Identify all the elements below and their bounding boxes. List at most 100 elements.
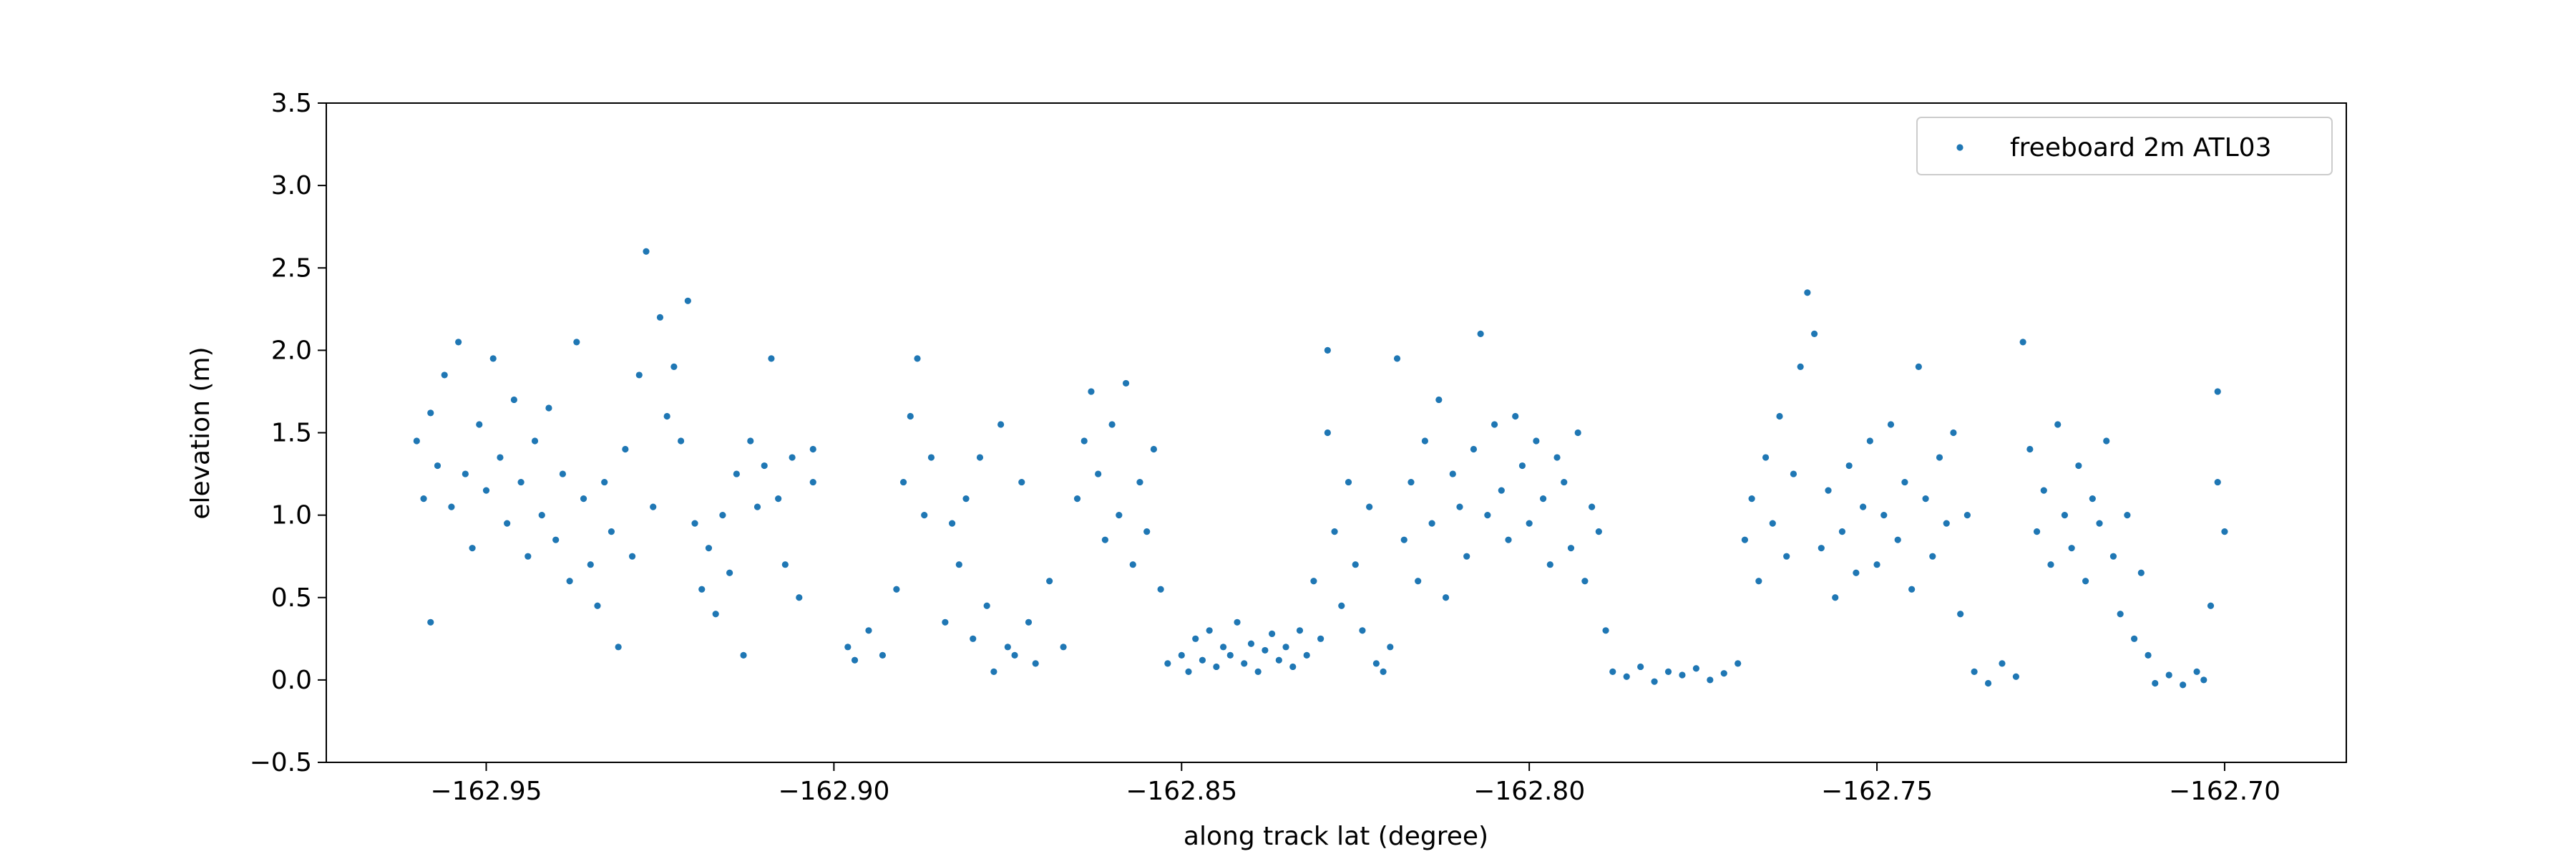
point xyxy=(1810,330,1818,337)
point xyxy=(691,520,698,527)
point xyxy=(1303,651,1310,659)
point xyxy=(1004,644,1011,651)
point xyxy=(2026,445,2034,453)
point xyxy=(1213,663,1220,671)
point xyxy=(1234,618,1241,626)
point xyxy=(2152,679,2159,687)
point xyxy=(865,627,872,634)
point xyxy=(1025,618,1033,626)
point xyxy=(489,355,497,362)
legend-box xyxy=(1916,117,2333,175)
point xyxy=(1199,656,1206,664)
point xyxy=(1157,586,1164,593)
point xyxy=(2221,528,2228,535)
point xyxy=(1108,421,1116,428)
point xyxy=(1289,663,1297,671)
point xyxy=(712,611,719,618)
point xyxy=(538,512,545,519)
point xyxy=(448,503,455,510)
point xyxy=(1971,668,1978,675)
point xyxy=(1651,678,1658,685)
point xyxy=(1741,536,1749,543)
x-tick-label: −162.90 xyxy=(778,777,889,806)
y-tick-label: 3.5 xyxy=(271,89,312,118)
point xyxy=(1735,660,1742,667)
point xyxy=(1748,495,1755,503)
point xyxy=(1352,561,1359,568)
point xyxy=(1324,429,1331,437)
point xyxy=(948,520,956,527)
point xyxy=(1505,536,1512,543)
point xyxy=(899,478,907,486)
point xyxy=(970,635,977,642)
point xyxy=(2207,602,2215,609)
point xyxy=(809,478,816,486)
point xyxy=(2096,520,2103,527)
point xyxy=(997,421,1005,428)
point xyxy=(1192,635,1199,642)
point xyxy=(2180,681,2187,689)
point xyxy=(1407,478,1415,486)
point xyxy=(1776,412,1783,420)
point xyxy=(747,437,754,445)
point xyxy=(1463,553,1470,560)
point xyxy=(1150,445,1158,453)
point xyxy=(1797,363,1804,370)
point xyxy=(1400,536,1407,543)
point xyxy=(1963,512,1971,519)
point xyxy=(907,412,914,420)
point xyxy=(1623,673,1630,680)
point xyxy=(1470,445,1478,453)
point xyxy=(1567,545,1575,552)
point xyxy=(1950,429,1957,437)
point xyxy=(1219,644,1227,651)
x-tick-label: −162.85 xyxy=(1126,777,1237,806)
point xyxy=(2109,553,2117,560)
point xyxy=(580,495,587,503)
point xyxy=(976,454,984,461)
point xyxy=(2124,512,2131,519)
point xyxy=(2200,676,2207,684)
point xyxy=(1707,676,1714,684)
point xyxy=(983,602,990,609)
point xyxy=(733,470,740,477)
point xyxy=(566,578,573,585)
point xyxy=(1984,679,1992,687)
point xyxy=(552,536,560,543)
point xyxy=(1331,528,1338,535)
point xyxy=(2117,611,2124,618)
y-tick-label: 1.0 xyxy=(271,501,312,530)
point xyxy=(1860,503,1867,510)
y-tick-label: 0.5 xyxy=(271,583,312,613)
point xyxy=(497,454,504,461)
point xyxy=(1449,470,1456,477)
point xyxy=(1720,670,1727,677)
point xyxy=(427,409,434,417)
point xyxy=(1783,553,1790,560)
point xyxy=(844,644,852,651)
point xyxy=(1415,578,1422,585)
y-tick-label: 2.5 xyxy=(271,253,312,283)
point xyxy=(761,462,768,470)
point xyxy=(1282,644,1289,651)
point xyxy=(2033,528,2041,535)
point xyxy=(1345,478,1352,486)
point xyxy=(1338,602,1345,609)
point xyxy=(879,651,887,659)
point xyxy=(462,470,469,477)
point xyxy=(1574,429,1581,437)
point xyxy=(1755,578,1762,585)
point xyxy=(1769,520,1776,527)
point xyxy=(1226,651,1234,659)
y-axis-label: elevation (m) xyxy=(186,346,215,519)
point xyxy=(587,561,594,568)
x-axis-label: along track lat (degree) xyxy=(1184,822,1488,851)
point xyxy=(851,656,859,664)
point xyxy=(1526,520,1533,527)
point xyxy=(2040,487,2047,494)
point xyxy=(1762,454,1770,461)
point xyxy=(1143,528,1151,535)
point xyxy=(1581,578,1589,585)
point xyxy=(1901,478,1908,486)
point xyxy=(1324,346,1331,354)
